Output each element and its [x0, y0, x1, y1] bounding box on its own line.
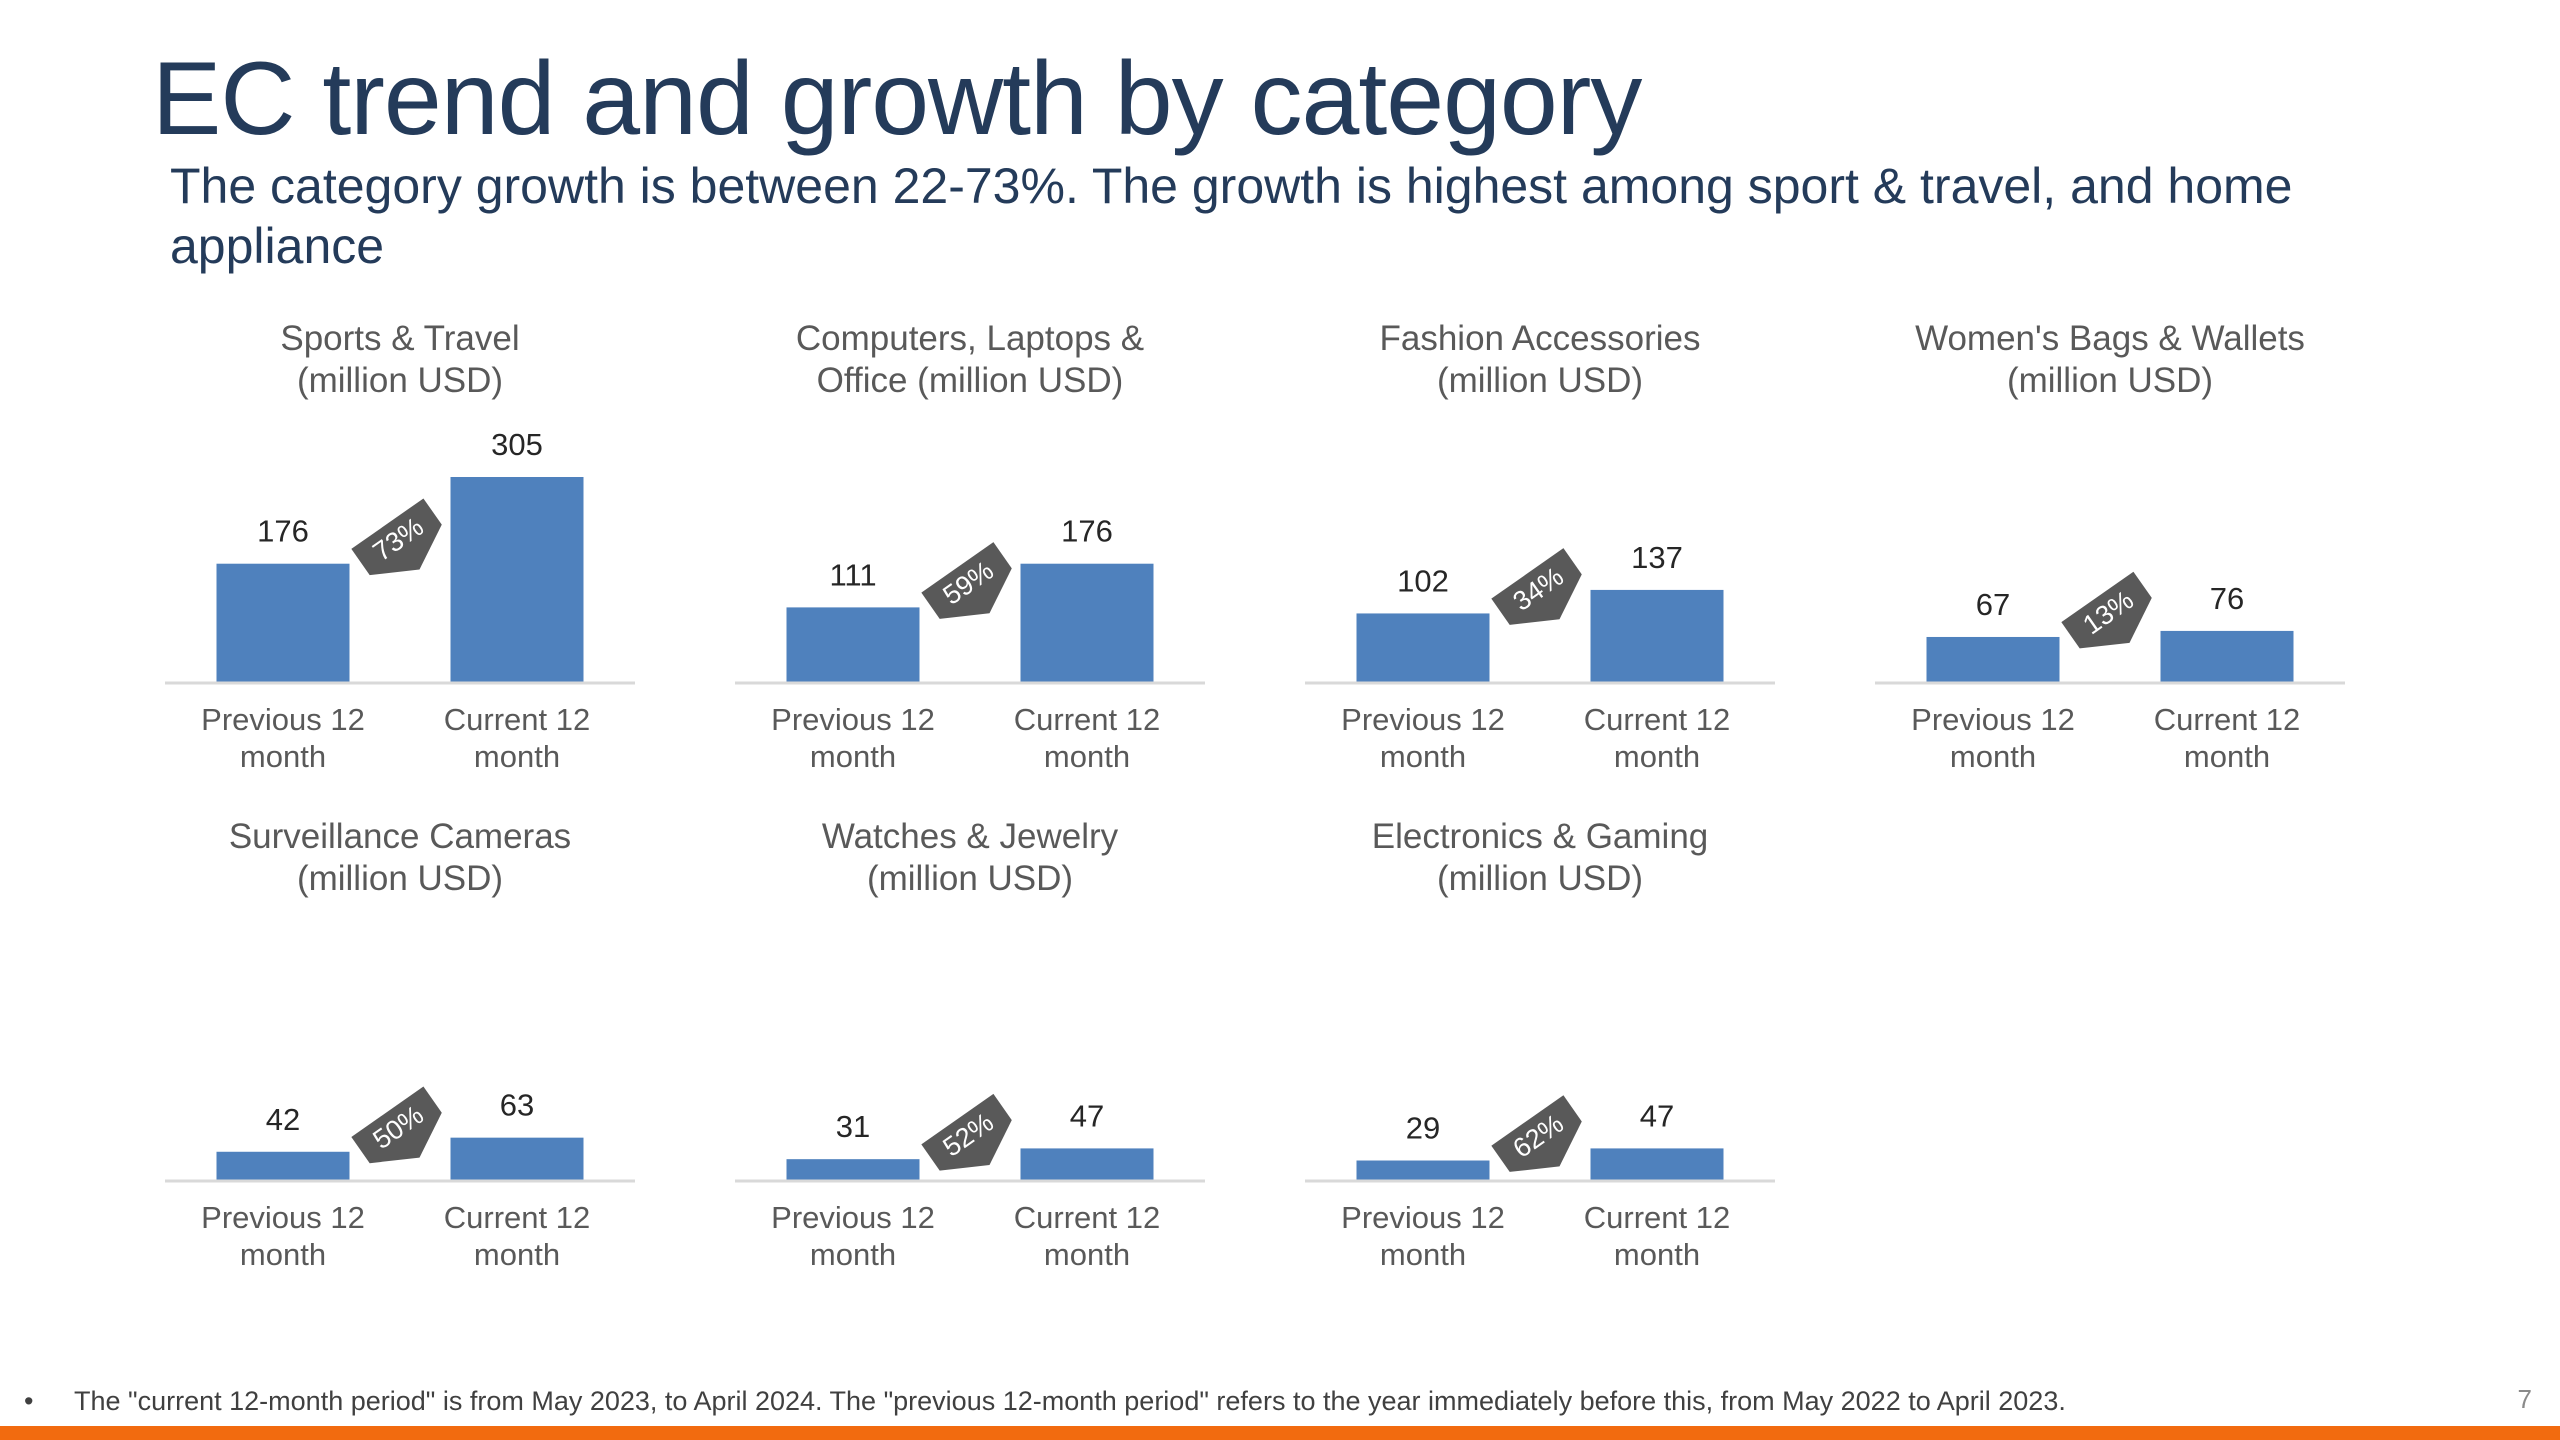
chart-title-line: Sports & Travel	[280, 319, 519, 358]
growth-badge-shape	[351, 498, 442, 576]
category-label: month	[1044, 739, 1130, 774]
category-label: month	[1614, 739, 1700, 774]
growth-badge: 52%	[921, 1093, 1012, 1171]
category-label: month	[1380, 1237, 1466, 1272]
bottom-accent-bar	[0, 1426, 2560, 1440]
bar-value-label: 29	[1406, 1111, 1440, 1146]
category-label: Previous 12	[771, 1200, 935, 1235]
chart-title-line: (million USD)	[1437, 361, 1643, 400]
bar-previous	[786, 1159, 920, 1180]
bar-value-label: 176	[1061, 514, 1113, 549]
chart-2: Computers, Laptops &Office (million USD)…	[735, 319, 1205, 774]
growth-badge: 59%	[921, 542, 1012, 619]
category-label: Current 12	[1014, 1200, 1160, 1235]
bar-value-label: 42	[266, 1102, 300, 1137]
category-label: month	[240, 739, 326, 774]
growth-badge-shape	[351, 1086, 442, 1164]
chart-7: Electronics & Gaming(million USD) 29 47 Pre…	[1305, 817, 1775, 1272]
growth-badge: 62%	[1491, 1095, 1582, 1172]
growth-badge-shape	[921, 1093, 1012, 1171]
category-label: month	[810, 1237, 896, 1272]
bar-value-label: 31	[836, 1109, 870, 1144]
growth-badge-shape	[2061, 571, 2152, 649]
bar-value-label: 67	[1976, 587, 2010, 622]
bar-current	[450, 477, 584, 682]
category-label: month	[1614, 1237, 1700, 1272]
bar-previous	[1356, 1160, 1490, 1180]
page-number: 7	[2517, 1384, 2532, 1414]
bar-previous	[1356, 613, 1490, 682]
category-label: month	[1044, 1237, 1130, 1272]
growth-badge-shape	[921, 542, 1012, 619]
chart-3: Fashion Accessories(million USD) 102 137 Pr…	[1305, 319, 1775, 774]
bar-value-label: 111	[829, 557, 876, 592]
chart-title-line: Surveillance Cameras	[229, 817, 571, 856]
bar-current	[1590, 589, 1724, 682]
page-title: EC trend and growth by category	[152, 41, 1642, 157]
category-label: month	[2184, 739, 2270, 774]
category-label: Previous 12	[201, 702, 365, 737]
footnote: • The "current 12-month period" is from M…	[24, 1386, 2066, 1417]
chart-title-line: (million USD)	[297, 859, 503, 898]
growth-badge: 13%	[2061, 571, 2152, 649]
chart-title-line: (million USD)	[2007, 361, 2213, 400]
growth-badge: 34%	[1491, 548, 1582, 625]
bar-current	[2160, 630, 2294, 682]
bar-current	[1020, 1148, 1154, 1180]
chart-5: Surveillance Cameras(million USD) 42 63 Pre…	[165, 817, 635, 1272]
category-label: month	[1380, 739, 1466, 774]
category-label: Previous 12	[201, 1200, 365, 1235]
chart-title-line: (million USD)	[867, 859, 1073, 898]
category-label: Current 12	[1584, 1200, 1730, 1235]
bar-previous	[216, 563, 350, 682]
category-label: month	[810, 739, 896, 774]
growth-badge: 73%	[351, 498, 442, 576]
category-label: Current 12	[2154, 702, 2300, 737]
chart-title-line: Watches & Jewelry	[822, 817, 1119, 856]
bar-previous	[786, 607, 920, 682]
chart-title-line: (million USD)	[1437, 859, 1643, 898]
category-label: Previous 12	[1341, 1200, 1505, 1235]
growth-badge: 50%	[351, 1086, 442, 1164]
category-label: month	[474, 739, 560, 774]
growth-badge-shape	[1491, 548, 1582, 625]
chart-title-line: (million USD)	[297, 361, 503, 400]
bar-value-label: 102	[1397, 563, 1449, 598]
category-label: month	[240, 1237, 326, 1272]
footnote-bullet: •	[24, 1386, 34, 1416]
bar-value-label: 63	[500, 1088, 534, 1123]
chart-6: Watches & Jewelry(million USD) 31 47 Previo…	[735, 817, 1205, 1272]
category-label: Previous 12	[771, 702, 935, 737]
chart-title-line: Women's Bags & Wallets	[1915, 319, 2305, 358]
category-label: Current 12	[444, 1200, 590, 1235]
bar-value-label: 47	[1070, 1098, 1104, 1133]
growth-badge-shape	[1491, 1095, 1582, 1172]
bar-value-label: 47	[1640, 1098, 1674, 1133]
page-subtitle: The category growth is between 22-73%. T…	[170, 158, 2293, 274]
bar-value-label: 305	[491, 427, 543, 462]
category-label: Current 12	[444, 702, 590, 737]
chart-4: Women's Bags & Wallets(million USD) 67 76 P…	[1875, 319, 2345, 774]
bar-value-label: 137	[1631, 540, 1683, 575]
category-label: Current 12	[1584, 702, 1730, 737]
category-label: Previous 12	[1911, 702, 2075, 737]
chart-title-line: Office (million USD)	[817, 361, 1124, 400]
category-label: month	[474, 1237, 560, 1272]
category-label: Current 12	[1014, 702, 1160, 737]
bar-previous	[216, 1151, 350, 1180]
chart-title-line: Computers, Laptops &	[796, 319, 1144, 358]
bar-value-label: 176	[257, 514, 309, 549]
chart-title-line: Fashion Accessories	[1380, 319, 1701, 358]
category-label: Previous 12	[1341, 702, 1505, 737]
chart-1: Sports & Travel(million USD) 176 305 Previo…	[165, 319, 635, 774]
footnote-text: The "current 12-month period" is from Ma…	[74, 1386, 2066, 1416]
category-label: month	[1950, 739, 2036, 774]
bar-current	[450, 1137, 584, 1180]
bar-value-label: 76	[2210, 581, 2244, 616]
bar-current	[1020, 563, 1154, 682]
bar-previous	[1926, 636, 2060, 682]
chart-title-line: Electronics & Gaming	[1372, 817, 1709, 856]
bar-current	[1590, 1148, 1724, 1180]
